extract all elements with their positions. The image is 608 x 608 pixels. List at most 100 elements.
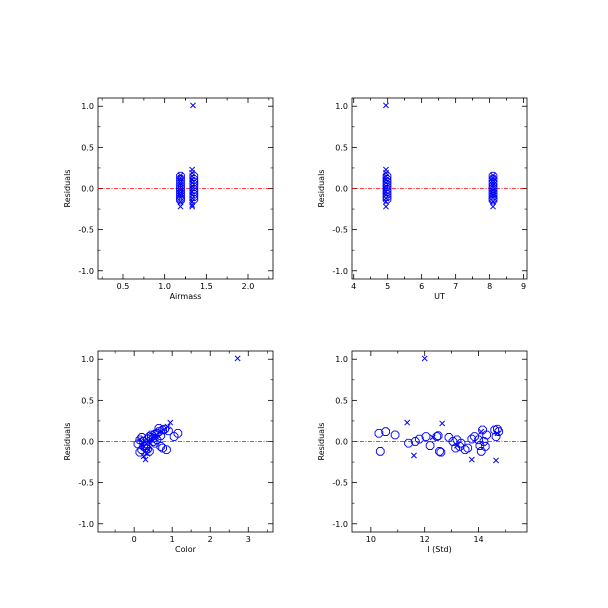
y-tick-label: -0.5 [78, 226, 94, 235]
data-point-circle [475, 441, 485, 450]
x-tick-label: 8 [487, 282, 492, 291]
data-point-circle [139, 442, 148, 451]
y-axis-label: Residuals [63, 423, 72, 461]
data-point-x [468, 456, 475, 463]
data-point-circle [467, 434, 477, 444]
y-tick-label: -0.5 [332, 226, 348, 235]
data-point-circle [150, 429, 160, 439]
data-point-circle [488, 195, 498, 205]
data-point-circle [455, 442, 465, 451]
data-point-circle [432, 432, 442, 441]
x-tick-label: 7 [453, 282, 458, 291]
data-point-circle [382, 194, 392, 204]
data-point-circle [189, 192, 199, 202]
data-point-x [190, 102, 196, 109]
x-tick-label: 5 [385, 282, 390, 291]
x-tick-label: 0 [132, 535, 137, 544]
data-point-circle [488, 171, 498, 181]
data-point-circle [176, 171, 185, 181]
data-point-circle [176, 195, 185, 205]
data-point-circle [488, 178, 498, 188]
data-point-circle [479, 437, 489, 446]
x-tick-label: 1.5 [200, 282, 213, 291]
y-tick-label: -0.5 [78, 479, 94, 488]
data-point-circle [463, 443, 473, 453]
data-point-circle [176, 194, 185, 203]
y-tick-label: 0.5 [335, 143, 348, 152]
data-point-circle [488, 194, 498, 203]
data-point-circle [189, 171, 199, 181]
data-point-circle [162, 445, 171, 455]
data-point-circle [382, 192, 392, 202]
data-point-circle [451, 443, 460, 453]
x-axis-label: Color [175, 545, 197, 554]
data-point-circle [488, 189, 498, 198]
data-point-circle [425, 441, 435, 450]
x-tick-label: 0.5 [117, 282, 130, 291]
x-tick-label: 2 [208, 535, 213, 544]
x-tick-label: 10 [366, 535, 376, 544]
data-point-circle [176, 189, 185, 198]
data-point-circle [460, 445, 470, 455]
data-point-x [140, 453, 147, 460]
data-point-x [142, 456, 149, 463]
data-point-circle [488, 175, 498, 184]
data-point-circle [176, 175, 185, 184]
data-point-x [421, 355, 428, 362]
data-point-circle [390, 430, 400, 440]
data-point-circle [375, 447, 385, 456]
data-point-circle [474, 435, 483, 445]
y-tick-label: 0.0 [81, 185, 94, 194]
data-point-circle [146, 430, 156, 440]
data-point-circle [421, 432, 431, 441]
x-tick-label: 4 [351, 282, 356, 291]
y-tick-label: 0.5 [81, 396, 94, 405]
data-point-x [234, 355, 241, 362]
data-point-circle [148, 437, 158, 446]
data-point-x [177, 203, 184, 210]
data-point-circle [381, 427, 390, 436]
data-point-circle [176, 178, 185, 188]
data-point-circle [176, 191, 185, 201]
data-point-x [404, 419, 411, 426]
y-tick-label: -1.0 [332, 520, 348, 529]
y-tick-label: 0.5 [335, 396, 348, 405]
data-point-circle [433, 431, 443, 441]
data-point-circle [488, 191, 498, 201]
y-tick-label: 1.0 [335, 102, 348, 111]
data-point-circle [137, 433, 147, 442]
data-point-circle [154, 424, 164, 433]
y-tick-label: -0.5 [332, 479, 348, 488]
x-tick-label: 3 [246, 535, 251, 544]
y-tick-label: 0.0 [81, 438, 94, 447]
data-point-x [383, 102, 389, 109]
y-tick-label: 0.5 [81, 143, 94, 152]
data-point-circle [135, 447, 145, 457]
data-point-x [189, 203, 196, 210]
data-point-circle [156, 442, 166, 451]
data-point-circle [410, 437, 420, 446]
data-point-circle [493, 424, 502, 434]
data-point-circle [141, 443, 150, 453]
x-tick-label: 9 [521, 282, 526, 291]
x-axis-label: Airmass [170, 292, 202, 301]
data-point-x [493, 457, 499, 464]
data-point-x [410, 452, 417, 459]
data-point-x [167, 419, 174, 426]
x-axis-label: UT [434, 292, 445, 301]
plot-panel-2: 4 5 6 7 8 9 1.0 0.5 0.0 -0.5 -1.0 UT Residuals [317, 97, 528, 301]
data-point-circle [146, 433, 156, 442]
y-tick-label: -1.0 [78, 267, 94, 276]
data-point-circle [189, 194, 199, 204]
y-tick-label: 0.0 [335, 185, 348, 194]
plot-panel-1: 0.5 1.0 1.5 2.0 1.0 0.5 0.0 -0.5 -1.0 Airmass Resi… [63, 97, 274, 301]
x-axis-label: I (Std) [427, 545, 451, 554]
data-point-x [383, 203, 389, 210]
data-point-circle [480, 442, 490, 451]
y-tick-label: 1.0 [81, 355, 94, 364]
x-tick-label: 12 [420, 535, 430, 544]
y-axis-label: Residuals [63, 170, 72, 208]
data-point-circle [476, 447, 486, 456]
y-tick-label: -1.0 [78, 520, 94, 529]
